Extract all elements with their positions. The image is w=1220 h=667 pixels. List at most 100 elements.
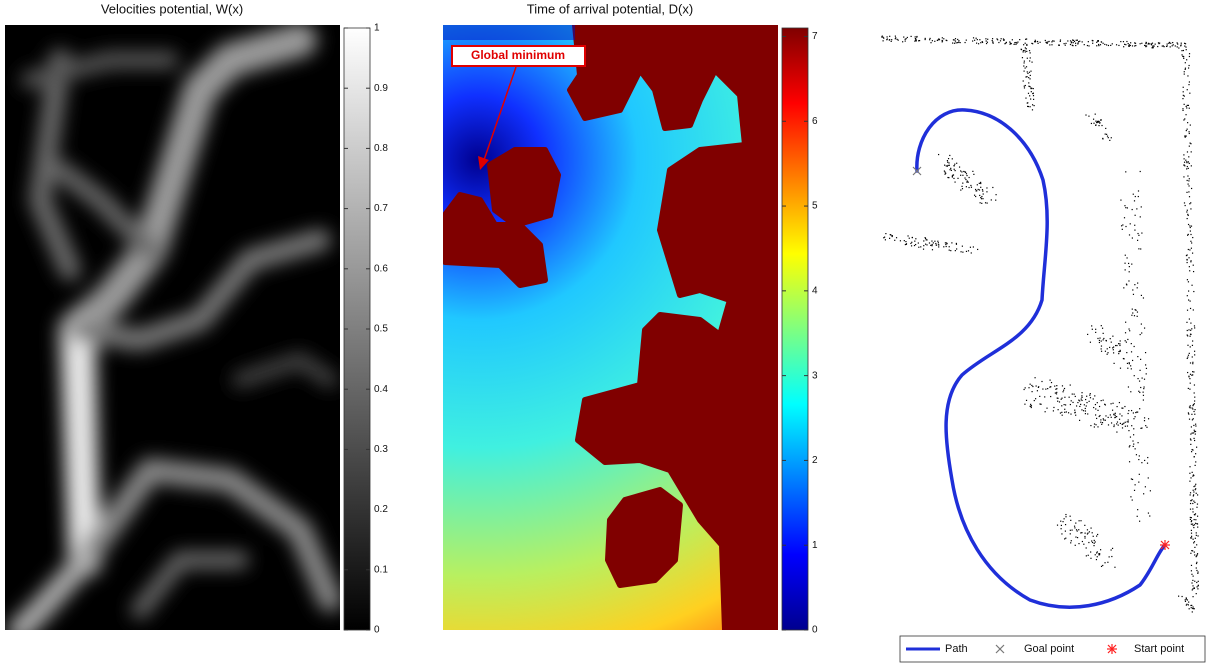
map-point — [1131, 45, 1134, 47]
map-point — [963, 170, 965, 173]
map-point — [1128, 328, 1130, 330]
map-point — [986, 202, 988, 204]
map-point — [964, 41, 966, 44]
map-point — [1182, 94, 1184, 96]
map-point — [1094, 113, 1096, 115]
map-point — [1129, 330, 1131, 332]
map-point — [943, 170, 946, 172]
map-point — [1187, 104, 1190, 106]
map-point — [1024, 49, 1026, 52]
map-point — [1140, 358, 1142, 360]
map-point — [1100, 325, 1102, 327]
tick-label: 3 — [812, 370, 818, 381]
map-point — [1060, 520, 1062, 522]
map-point — [1064, 523, 1067, 526]
map-point — [1188, 318, 1190, 320]
map-point — [1185, 254, 1188, 257]
map-point — [1188, 145, 1190, 147]
map-point — [1187, 223, 1190, 226]
map-point — [1151, 42, 1154, 44]
map-point — [1111, 555, 1113, 558]
map-point — [965, 39, 967, 41]
map-point — [1157, 45, 1159, 48]
map-point — [1190, 143, 1192, 145]
map-point — [1106, 135, 1109, 137]
map-point — [1131, 263, 1133, 265]
map-point — [1186, 128, 1188, 130]
map-point — [1194, 430, 1197, 433]
map-point — [1031, 87, 1033, 89]
map-point — [1145, 364, 1147, 366]
map-point — [1024, 47, 1026, 49]
map-point — [1063, 518, 1065, 520]
map-point — [1140, 248, 1142, 250]
map-point — [990, 199, 992, 201]
map-point — [1117, 343, 1120, 345]
map-point — [1190, 187, 1193, 190]
map-point — [1194, 546, 1196, 548]
map-point — [1122, 357, 1125, 360]
map-point — [1100, 565, 1103, 568]
map-point — [1139, 43, 1141, 45]
map-point — [1028, 387, 1030, 389]
map-point — [1093, 539, 1095, 542]
map-point — [1015, 41, 1017, 44]
map-point — [997, 39, 999, 41]
map-point — [972, 246, 974, 248]
map-point — [881, 35, 883, 37]
map-point — [1133, 375, 1135, 377]
map-point — [948, 162, 950, 164]
map-point — [1191, 550, 1193, 552]
map-point — [1090, 527, 1092, 529]
map-point — [890, 234, 892, 236]
map-point — [1095, 328, 1097, 330]
tick-label: 2 — [812, 455, 818, 466]
map-point — [948, 164, 950, 166]
map-point — [891, 39, 893, 41]
map-point — [1109, 414, 1111, 416]
map-point — [1188, 162, 1190, 165]
map-point — [1123, 287, 1125, 289]
map-point — [1187, 183, 1189, 185]
map-point — [1191, 407, 1193, 409]
map-point — [973, 194, 976, 196]
map-point — [1137, 195, 1139, 198]
map-point — [1138, 455, 1140, 457]
map-point — [1192, 361, 1194, 363]
map-point — [1078, 41, 1080, 43]
map-point — [1186, 217, 1188, 220]
map-point — [1190, 260, 1192, 262]
map-point — [1184, 165, 1186, 167]
map-point — [1187, 356, 1189, 358]
map-point — [1183, 103, 1185, 105]
map-point — [1099, 553, 1101, 555]
map-point — [1188, 107, 1190, 109]
map-point — [945, 165, 947, 167]
map-point — [1187, 75, 1189, 77]
map-point — [884, 239, 886, 241]
map-point — [914, 240, 916, 242]
map-point — [1063, 389, 1065, 391]
colorbar-axis: 0 0.1 0.2 0.3 0.4 0.5 0.6 0.7 0.8 0.9 1 — [344, 23, 388, 636]
map-point — [1035, 385, 1037, 387]
map-point — [1129, 223, 1131, 225]
map-point — [937, 240, 939, 242]
map-point — [1192, 511, 1194, 513]
map-point — [1087, 532, 1089, 534]
map-point — [1124, 421, 1126, 423]
map-point — [1081, 392, 1083, 394]
map-point — [1192, 236, 1194, 239]
map-point — [959, 41, 961, 44]
map-point — [960, 189, 962, 191]
map-point — [1029, 85, 1031, 88]
map-point — [1074, 412, 1076, 414]
map-point — [1192, 585, 1194, 587]
map-point — [1136, 411, 1138, 413]
map-point — [1102, 564, 1104, 567]
map-point — [1061, 411, 1063, 413]
map-point — [1183, 164, 1185, 166]
map-point — [1185, 597, 1187, 599]
map-point — [932, 242, 934, 244]
map-point — [1109, 346, 1111, 349]
map-point — [954, 250, 956, 252]
